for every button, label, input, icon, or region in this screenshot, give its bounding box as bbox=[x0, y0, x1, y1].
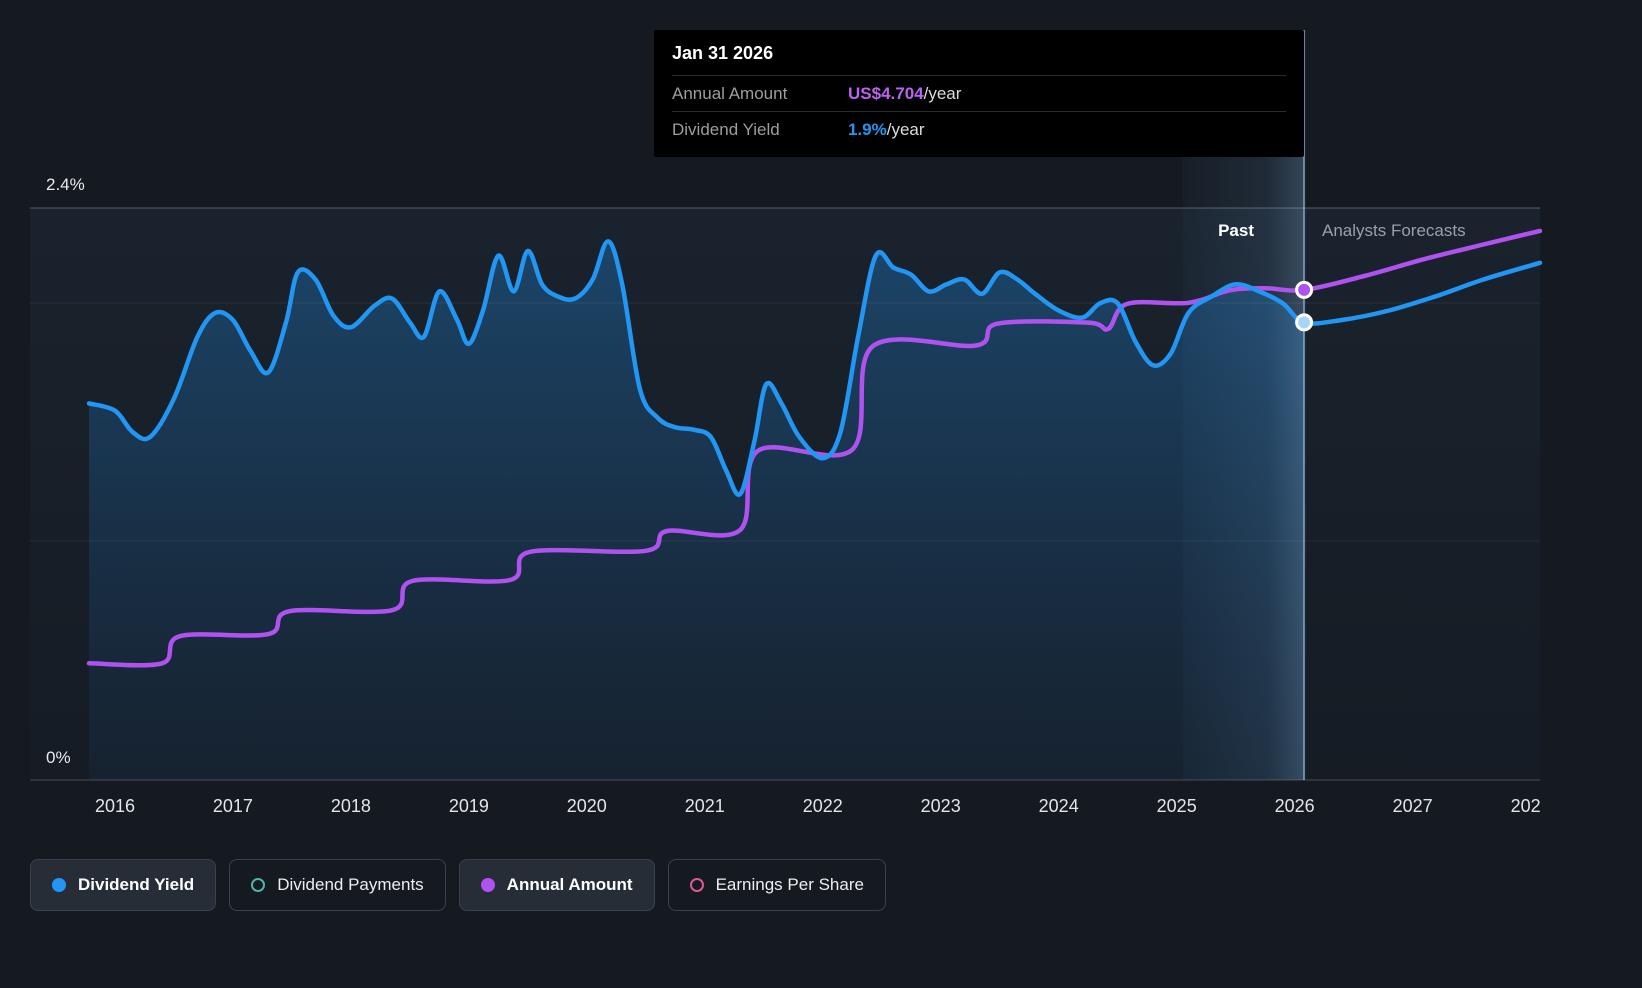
y-axis-max-label: 2.4% bbox=[46, 175, 85, 194]
legend-annual-amount[interactable]: Annual Amount bbox=[458, 859, 655, 911]
x-axis-label: 2023 bbox=[920, 796, 961, 816]
legend-label: Earnings Per Share bbox=[715, 875, 864, 894]
dividend-yield-line[interactable] bbox=[86, 239, 1543, 497]
marker-0[interactable] bbox=[1295, 280, 1314, 299]
legend-dividend-payments[interactable]: Dividend Payments bbox=[229, 859, 446, 911]
y-axis-min-label: 0% bbox=[46, 748, 71, 767]
tooltip-date: Jan 31 2026 bbox=[672, 43, 774, 63]
tooltip-value: US$4.704 bbox=[848, 84, 924, 103]
x-axis-label: 2024 bbox=[1038, 796, 1079, 816]
chart-tooltip: Jan 31 2026 Annual Amount US$4.704 /year… bbox=[654, 30, 1304, 157]
x-axis-label: 2016 bbox=[94, 796, 136, 816]
dividend-yield-area bbox=[89, 241, 1305, 780]
tooltip-row-dividend-yield: Dividend Yield 1.9% /year bbox=[672, 111, 1286, 147]
dividend-payments-dot-icon bbox=[251, 878, 266, 892]
legend-label: Annual Amount bbox=[506, 875, 633, 894]
legend: Dividend Yield Dividend Payments Annual … bbox=[30, 859, 886, 911]
x-axis-label: 2021 bbox=[684, 796, 725, 816]
dividend-yield-dot-icon bbox=[52, 878, 66, 892]
earnings-per-share-dot-icon bbox=[689, 878, 704, 892]
legend-label: Dividend Payments bbox=[277, 875, 424, 894]
legend-earnings-per-share[interactable]: Earnings Per Share bbox=[667, 859, 886, 911]
tooltip-suffix: /year bbox=[886, 120, 925, 139]
tooltip-suffix: /year bbox=[923, 84, 962, 103]
legend-dividend-yield[interactable]: Dividend Yield bbox=[30, 859, 217, 911]
tooltip-label: Annual Amount bbox=[672, 84, 788, 103]
annual-amount-line[interactable] bbox=[86, 228, 1543, 668]
x-axis: 2016 2017 2018 2019 2020 2021 2022 2023 2024 2025… bbox=[0, 792, 1540, 826]
x-axis-label: 2017 bbox=[212, 796, 253, 816]
x-axis-label: 2025 bbox=[1156, 796, 1197, 816]
legend-label: Dividend Yield bbox=[78, 875, 195, 894]
past-label: Past bbox=[1218, 221, 1254, 240]
x-axis-label: 2020 bbox=[566, 796, 607, 816]
x-axis-label: 2022 bbox=[802, 796, 843, 816]
x-axis-label: 2018 bbox=[330, 796, 371, 816]
tooltip-value: 1.9% bbox=[848, 120, 887, 139]
x-axis-label: 2028 bbox=[1510, 796, 1540, 816]
annual-amount-dot-icon bbox=[480, 878, 495, 892]
x-axis-label: 2026 bbox=[1274, 796, 1315, 816]
marker-1[interactable] bbox=[1295, 313, 1314, 332]
tooltip-label: Dividend Yield bbox=[672, 120, 780, 139]
x-axis-label: 2027 bbox=[1392, 796, 1433, 816]
x-axis-label: 2019 bbox=[448, 796, 489, 816]
analysts-forecasts-label: Analysts Forecasts bbox=[1322, 221, 1466, 240]
tooltip-row-annual-amount: Annual Amount US$4.704 /year bbox=[672, 75, 1286, 111]
